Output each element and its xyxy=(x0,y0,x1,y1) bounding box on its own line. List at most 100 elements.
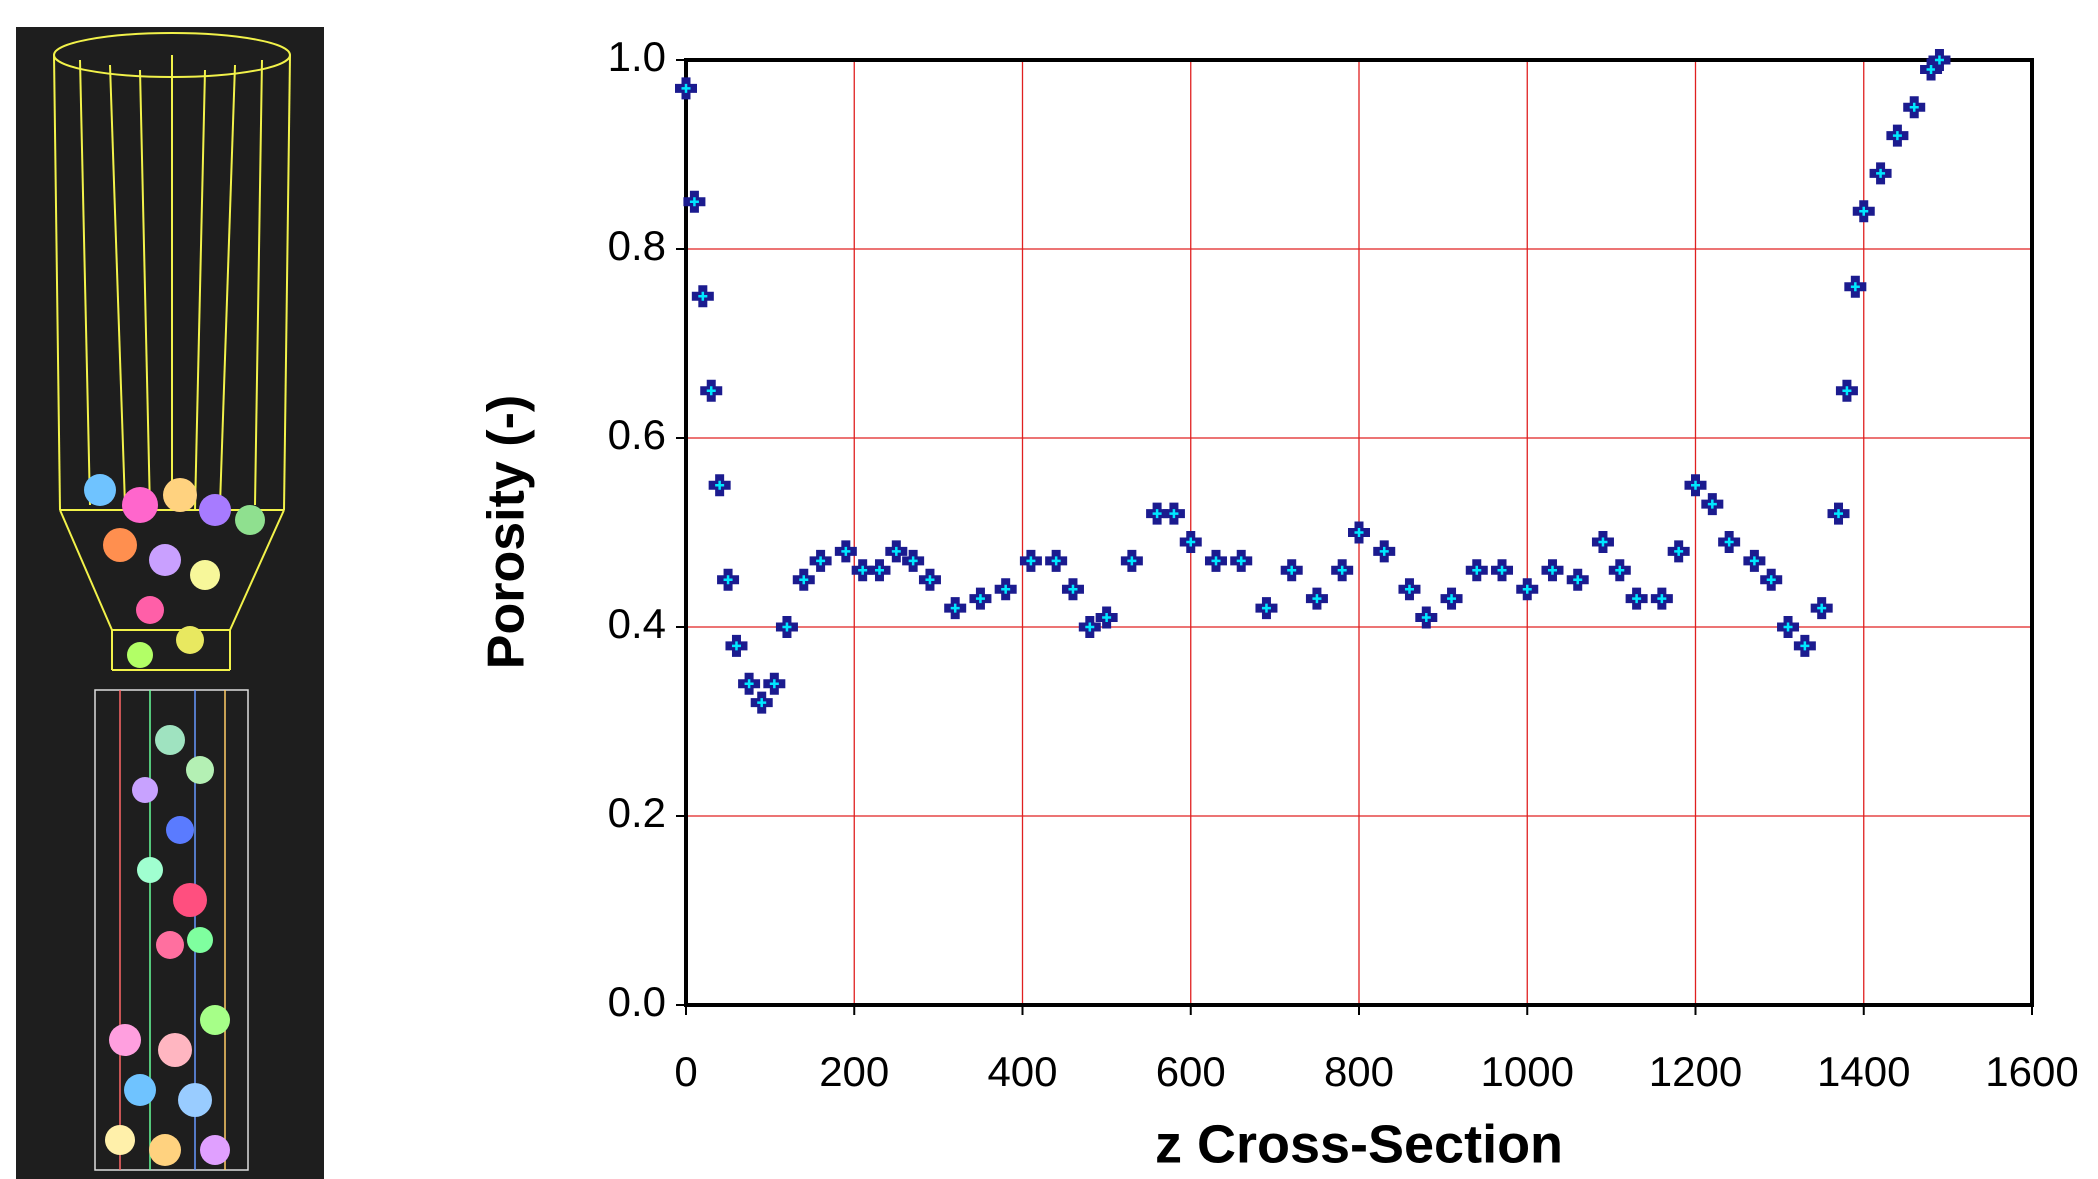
marker-inner xyxy=(1127,556,1137,566)
data-point xyxy=(1348,521,1370,544)
marker-inner xyxy=(1674,546,1684,556)
data-point xyxy=(1928,49,1951,71)
marker-inner xyxy=(799,575,809,585)
marker-inner xyxy=(1573,575,1583,585)
marker-inner xyxy=(1817,603,1827,613)
y-tick-label: 0.0 xyxy=(608,978,666,1025)
data-point xyxy=(834,540,857,563)
data-point xyxy=(683,190,706,213)
data-point xyxy=(1280,559,1303,582)
data-point xyxy=(1146,502,1169,525)
x-tick-label: 800 xyxy=(1324,1048,1394,1095)
marker-inner xyxy=(689,197,699,207)
data-point xyxy=(902,549,925,572)
y-tick-label: 1.0 xyxy=(608,33,666,80)
data-point xyxy=(691,285,714,308)
data-point xyxy=(750,691,773,714)
data-point xyxy=(1684,474,1707,497)
marker-inner xyxy=(715,480,725,490)
data-point xyxy=(1331,559,1354,582)
data-point xyxy=(1095,606,1118,629)
illustration-background xyxy=(16,27,324,1179)
data-point xyxy=(994,578,1017,601)
marker-inner xyxy=(1749,556,1759,566)
marker-inner xyxy=(1152,509,1162,519)
marker-inner xyxy=(681,83,691,93)
marker-inner xyxy=(1051,556,1061,566)
data-point xyxy=(1255,597,1278,620)
x-tick-label: 400 xyxy=(987,1048,1057,1095)
marker-inner xyxy=(1337,565,1347,575)
data-point xyxy=(1120,549,1143,572)
data-point xyxy=(1667,540,1690,563)
data-point xyxy=(1078,616,1101,638)
marker-inner xyxy=(757,698,767,708)
data-point xyxy=(1852,200,1875,223)
data-point xyxy=(885,540,908,563)
hopper-spheres xyxy=(84,474,265,668)
marker-inner xyxy=(731,641,741,651)
data-point xyxy=(1179,530,1202,553)
data-point xyxy=(1415,606,1438,629)
y-tick-label: 0.6 xyxy=(608,411,666,458)
data-point xyxy=(1827,502,1850,525)
data-point xyxy=(1162,502,1185,525)
marker-inner xyxy=(1354,528,1364,537)
x-tick-label: 200 xyxy=(819,1048,889,1095)
marker-inner xyxy=(1472,565,1482,575)
marker-inner xyxy=(1085,622,1095,632)
marker-inner xyxy=(1547,565,1557,575)
marker-inner xyxy=(1186,537,1196,547)
marker-inner xyxy=(925,575,935,585)
marker-inner xyxy=(1892,131,1902,141)
marker-inner xyxy=(1068,584,1078,594)
data-point xyxy=(809,549,832,572)
marker-inner xyxy=(1261,603,1271,613)
data-point xyxy=(1465,559,1488,582)
marker-inner xyxy=(1001,584,1011,594)
marker-inner xyxy=(782,622,792,632)
marker-inner xyxy=(1236,556,1246,566)
marker-inner xyxy=(1632,594,1642,604)
marker-inner xyxy=(1447,594,1457,604)
marker-inner xyxy=(1421,613,1431,623)
marker-inner xyxy=(1934,55,1944,65)
marker-inner xyxy=(1850,282,1860,292)
x-tick-label: 1400 xyxy=(1817,1048,1910,1095)
marker-inner xyxy=(769,679,779,689)
data-point xyxy=(1903,96,1926,119)
marker-inner xyxy=(1026,556,1036,566)
marker-inner xyxy=(1724,537,1734,547)
data-point xyxy=(1760,568,1783,591)
marker-inner xyxy=(1312,594,1322,604)
data-point xyxy=(1591,530,1614,553)
data-point xyxy=(675,77,697,100)
marker-inner xyxy=(1800,641,1810,651)
data-point xyxy=(1793,634,1816,657)
data-point xyxy=(1019,549,1042,572)
marker-inner xyxy=(858,565,868,575)
y-tick-label: 0.4 xyxy=(608,600,666,647)
marker-inner xyxy=(1834,509,1844,519)
marker-inner xyxy=(874,565,884,575)
marker-inner xyxy=(1859,206,1869,216)
y-tick-label: 0.8 xyxy=(608,222,666,269)
marker-inner xyxy=(1615,565,1625,575)
data-point xyxy=(944,597,967,620)
data-point xyxy=(868,559,891,582)
marker-inner xyxy=(1909,102,1919,112)
data-point xyxy=(708,474,731,497)
apparatus-illustration xyxy=(16,27,324,1179)
data-point xyxy=(1886,124,1909,147)
marker-inner xyxy=(816,556,826,566)
marker-inner xyxy=(1404,584,1414,594)
data-point xyxy=(1869,162,1892,185)
marker-inner xyxy=(1707,499,1717,509)
marker-inner xyxy=(1598,537,1608,547)
marker-inner xyxy=(1169,509,1179,519)
data-point xyxy=(1541,559,1564,582)
marker-inner xyxy=(891,546,901,556)
data-point xyxy=(1230,549,1253,572)
data-point xyxy=(1204,549,1227,572)
